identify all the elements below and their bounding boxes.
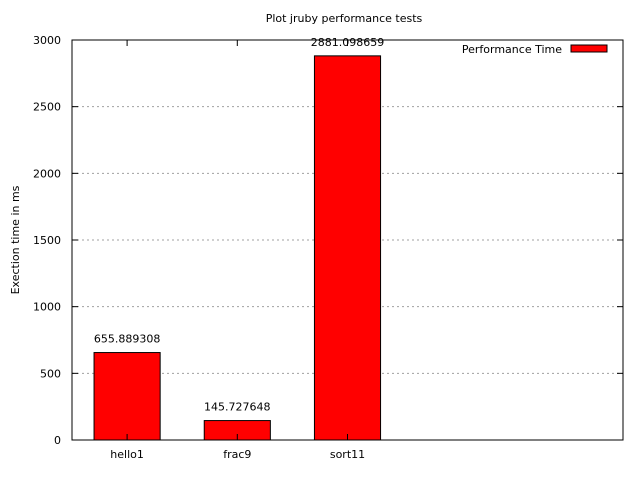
bar-sort11 [313, 55, 382, 441]
x-tick-label: sort11 [330, 448, 365, 461]
y-tick-label: 2000 [33, 167, 61, 180]
y-tick-label: 1000 [33, 301, 61, 314]
y-tick-label: 0 [54, 434, 61, 447]
axis-ticks: 0 500 1000 1500 2000 2500 3000 hello1 frac9 sort1… [33, 34, 623, 461]
bar-hello1 [93, 352, 161, 441]
y-tick-label: 2500 [33, 101, 61, 114]
bars [93, 55, 382, 441]
y-tick-label: 3000 [33, 34, 61, 47]
data-labels: 655.889308 145.727648 2881.098659 [94, 36, 384, 414]
chart-title: Plot jruby performance tests [266, 12, 423, 25]
data-label: 655.889308 [94, 333, 160, 346]
data-label: 2881.098659 [311, 36, 384, 49]
x-tick-label: frac9 [223, 448, 251, 461]
y-axis-label: Exection time in ms [9, 185, 22, 294]
legend: Performance Time [462, 43, 608, 56]
x-tick-label: hello1 [110, 448, 144, 461]
y-tick-label: 1500 [33, 234, 61, 247]
y-tick-label: 500 [40, 367, 61, 380]
plot-frame [71, 39, 624, 441]
legend-swatch [570, 44, 608, 53]
legend-label: Performance Time [462, 43, 562, 56]
data-label: 145.727648 [204, 401, 270, 414]
